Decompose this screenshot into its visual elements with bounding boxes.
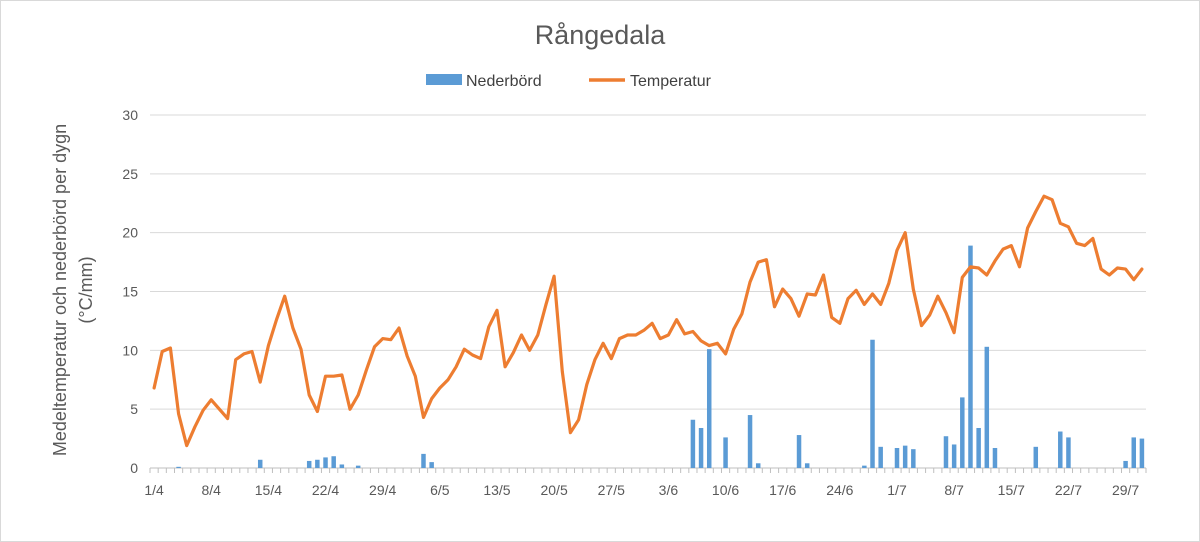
precipitation-bar [747, 415, 753, 468]
precipitation-bar [1058, 431, 1063, 468]
precipitation-bar [323, 457, 328, 468]
precipitation-bar [1066, 437, 1071, 468]
y-axis-label-line-1: Medeltemperatur och nederbörd per dygn [50, 124, 70, 456]
y-axis-ticks: 0 5 10 15 20 25 30 [122, 107, 138, 476]
precipitation-bar [698, 427, 704, 468]
precipitation-bar [862, 465, 867, 468]
precipitation-bar [878, 446, 883, 468]
x-tick-label: 20/5 [540, 482, 567, 498]
precipitation-bar [723, 437, 728, 468]
precipitation-bar [1131, 437, 1136, 468]
y-tick-label: 30 [122, 107, 138, 123]
precipitation-bar [870, 339, 875, 468]
precipitation-bar [306, 460, 312, 468]
y-tick-label: 10 [122, 342, 138, 358]
y-tick-label: 5 [130, 401, 138, 417]
precipitation-bar [421, 453, 426, 468]
precipitation-bars [176, 245, 1145, 468]
precipitation-bar [755, 463, 761, 468]
precipitation-bar [902, 445, 908, 468]
precipitation-bar [176, 466, 181, 468]
x-tick-label: 6/5 [430, 482, 450, 498]
y-tick-label: 20 [122, 225, 138, 241]
x-tick-label: 1/7 [887, 482, 907, 498]
x-tick-label: 8/7 [944, 482, 964, 498]
precipitation-bar [1123, 460, 1128, 468]
x-tick-label: 29/7 [1112, 482, 1139, 498]
legend: Nederbörd Temperatur [426, 73, 712, 90]
x-tick-label: 8/4 [201, 482, 221, 498]
precipitation-bar [911, 449, 916, 468]
precipitation-bar [796, 435, 802, 468]
x-tick-label: 15/7 [998, 482, 1025, 498]
precipitation-bar [355, 465, 361, 468]
y-tick-label: 25 [122, 166, 138, 182]
precipitation-bar [976, 427, 981, 468]
x-axis-ticks: 1/4 8/4 15/4 22/4 29/4 6/5 13/5 20/5 27/5 3/6 10/6… [144, 468, 1147, 498]
x-tick-label: 1/4 [144, 482, 164, 498]
x-tick-label: 10/6 [712, 482, 739, 498]
precipitation-bar [992, 447, 998, 468]
x-tick-label: 17/6 [769, 482, 796, 498]
x-tick-label: 3/6 [659, 482, 679, 498]
precipitation-bar [331, 456, 336, 468]
y-tick-label: 0 [130, 460, 138, 476]
precipitation-bar [951, 444, 957, 468]
precipitation-bar [1033, 446, 1039, 468]
x-tick-label: 22/4 [312, 482, 339, 498]
x-tick-label: 22/7 [1055, 482, 1082, 498]
precipitation-bar [960, 397, 965, 468]
precipitation-bar [943, 436, 949, 468]
legend-swatch-nederbord [426, 74, 462, 85]
x-tick-label: 13/5 [483, 482, 510, 498]
legend-label-nederbord: Nederbörd [466, 73, 542, 90]
precipitation-bar [315, 459, 320, 468]
chart-title: Rångedala [535, 20, 667, 50]
x-tick-label: 29/4 [369, 482, 396, 498]
precipitation-bar [984, 346, 990, 468]
precipitation-bar [257, 459, 263, 468]
precipitation-bar [894, 447, 900, 468]
y-tick-label: 15 [122, 284, 138, 300]
precipitation-bar [968, 245, 973, 468]
precipitation-bar [429, 462, 434, 468]
precipitation-bar [804, 463, 810, 468]
x-tick-label: 27/5 [598, 482, 625, 498]
precipitation-bar [706, 349, 712, 468]
gridlines [150, 114, 1146, 469]
precipitation-bar [1139, 438, 1145, 468]
precipitation-bar [690, 419, 696, 468]
x-tick-label: 15/4 [255, 482, 282, 498]
temperature-line-layer [152, 194, 1144, 448]
x-tick-label: 24/6 [826, 482, 853, 498]
temperature-line [152, 194, 1144, 448]
legend-label-temperatur: Temperatur [630, 73, 712, 90]
precipitation-bar [339, 464, 345, 468]
y-axis-label-line-2: (°C/mm) [76, 256, 96, 323]
